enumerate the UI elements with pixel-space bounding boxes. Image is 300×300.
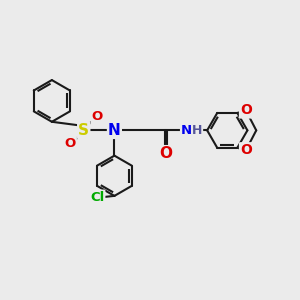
- Text: N: N: [108, 123, 121, 138]
- Text: Cl: Cl: [90, 190, 104, 204]
- Text: O: O: [240, 143, 252, 157]
- Text: O: O: [92, 110, 103, 123]
- Text: O: O: [240, 103, 252, 118]
- Text: O: O: [159, 146, 172, 161]
- Text: O: O: [64, 137, 76, 150]
- Text: S: S: [78, 123, 89, 138]
- Text: N: N: [181, 124, 192, 137]
- Text: H: H: [192, 124, 203, 137]
